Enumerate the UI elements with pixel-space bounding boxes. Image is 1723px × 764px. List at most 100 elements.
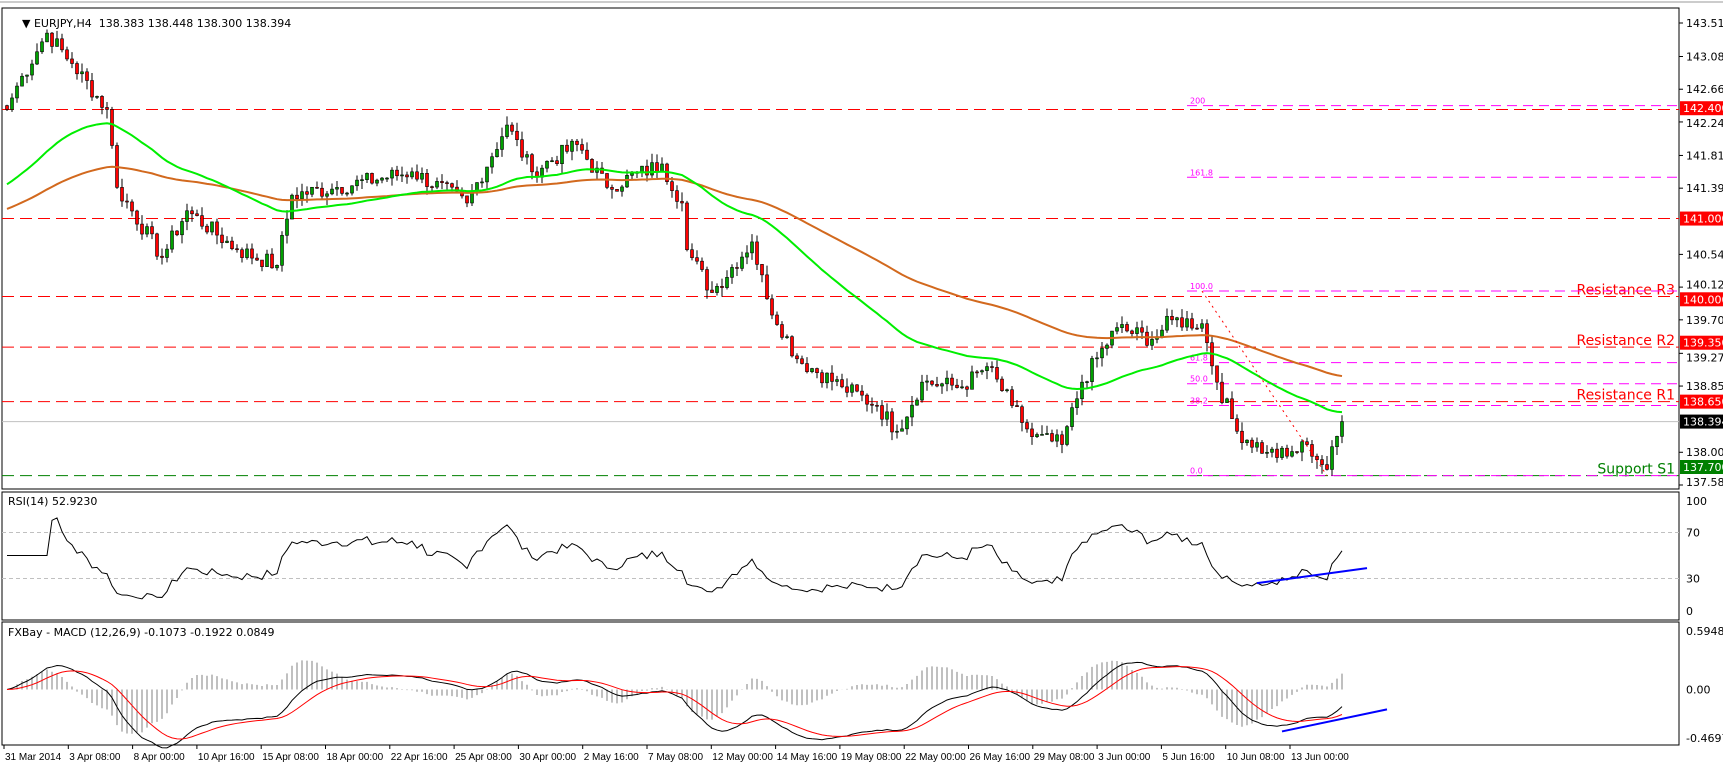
candle-body (545, 160, 549, 169)
candle-body (1055, 434, 1059, 442)
candle-body (815, 368, 819, 374)
fibonacci-level-label: 38.2 (1190, 397, 1208, 406)
candle-body (225, 240, 229, 243)
candle-body (670, 181, 674, 191)
candle-body (975, 371, 979, 374)
candle-body (510, 124, 514, 132)
candle-body (725, 277, 729, 288)
candle-body (1295, 451, 1299, 453)
candle-body (905, 416, 909, 430)
price-axis-label: 139.700 (1686, 314, 1723, 327)
candle-body (745, 252, 749, 258)
candle-body (1015, 405, 1019, 408)
level-label: Resistance R2 (1576, 333, 1675, 349)
candle-body (895, 430, 899, 433)
candle-body (325, 193, 329, 197)
candle-body (100, 96, 104, 108)
candle-body (620, 186, 624, 192)
candle-body (610, 187, 614, 190)
price-level-tag-label: 138.650 (1683, 396, 1723, 409)
candle-body (1080, 381, 1084, 400)
price-level-tag-label: 140.000 (1683, 293, 1723, 306)
price-level-tag (1680, 211, 1723, 226)
candle-body (1205, 323, 1209, 344)
candle-body (10, 97, 14, 110)
candle-body (265, 253, 269, 267)
candle-body (210, 221, 214, 233)
candle-body (590, 159, 594, 173)
candle-body (1175, 317, 1179, 321)
candle-body (475, 182, 479, 192)
candle-body (435, 181, 439, 188)
candle-body (440, 181, 444, 183)
time-axis-label: 10 Apr 16:00 (198, 752, 255, 763)
candle-body (1310, 444, 1314, 457)
candle-body (1195, 327, 1199, 330)
main-panel-border (1, 7, 1680, 490)
rsi-axis-label: 30 (1686, 573, 1700, 586)
time-axis-label: 22 May 00:00 (905, 752, 966, 763)
candle-body (765, 274, 769, 300)
candle-body (690, 249, 694, 258)
candle-body (850, 384, 854, 393)
candle-body (175, 230, 179, 236)
candle-body (1340, 421, 1344, 437)
candle-body (720, 286, 724, 288)
candle-body (170, 230, 174, 250)
candle-body (505, 124, 509, 137)
macd-signal-line (6, 666, 1343, 740)
candle-body (735, 267, 739, 269)
candle-body (1280, 447, 1284, 458)
candle-body (630, 173, 634, 176)
time-axis-label: 2 May 16:00 (584, 752, 639, 763)
candle-body (230, 240, 234, 250)
candle-body (95, 96, 99, 98)
candle-body (445, 182, 449, 184)
rsi-title: RSI(14) 52.9230 (8, 495, 98, 508)
candle-body (260, 259, 264, 267)
candle-body (35, 51, 39, 65)
rsi-panel-border (1, 491, 1680, 621)
candle-body (1255, 442, 1259, 448)
candle-body (1220, 381, 1224, 403)
candle-body (370, 173, 374, 184)
price-axis-label: 137.580 (1686, 476, 1723, 489)
macd-panel-border (1, 621, 1680, 746)
level-label: Resistance R3 (1576, 282, 1675, 298)
fast-moving-average-line (6, 122, 1343, 414)
time-axis-label: 13 Jun 00:00 (1291, 752, 1349, 763)
candle-body (145, 226, 149, 235)
candle-body (1000, 378, 1004, 391)
candle-body (845, 386, 849, 393)
candle-body (985, 366, 989, 371)
candle-body (515, 130, 519, 140)
price-axis-label: 140.120 (1686, 278, 1723, 291)
candle-body (215, 221, 219, 236)
candle-body (320, 187, 324, 197)
candle-body (1120, 324, 1124, 328)
candle-body (965, 386, 969, 390)
price-level-tag-label: 137.700 (1683, 461, 1723, 474)
candle-body (1065, 426, 1069, 445)
candle-body (80, 71, 84, 75)
candle-body (5, 105, 9, 110)
slow-moving-average-line (6, 165, 1343, 378)
candle-body (500, 136, 504, 150)
price-axis-label: 138.000 (1686, 446, 1723, 459)
candle-body (1305, 441, 1309, 445)
candle-body (310, 186, 314, 195)
candle-body (255, 257, 259, 261)
candle-body (950, 377, 954, 386)
candle-body (760, 264, 764, 276)
candle-body (245, 248, 249, 258)
candle-body (465, 195, 469, 204)
candle-body (1040, 434, 1044, 436)
rsi-blue-trendline (1256, 567, 1368, 585)
candle-body (685, 202, 689, 251)
candle-body (150, 226, 154, 235)
rsi-axis-label: 0 (1686, 605, 1693, 618)
price-axis-label: 143.510 (1686, 17, 1723, 30)
collapse-triangle-icon[interactable]: ▼ (22, 17, 34, 30)
